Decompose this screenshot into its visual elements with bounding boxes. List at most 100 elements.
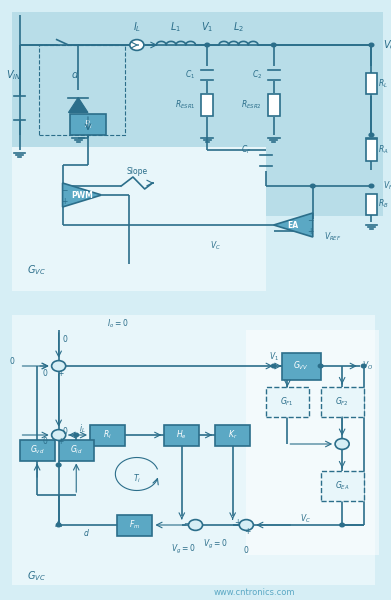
Text: $V_1$: $V_1$ bbox=[269, 351, 279, 363]
Text: $V_C$: $V_C$ bbox=[210, 240, 221, 252]
Circle shape bbox=[130, 40, 144, 50]
Text: $G_{VC}$: $G_{VC}$ bbox=[27, 569, 46, 583]
FancyBboxPatch shape bbox=[90, 424, 125, 445]
Text: $R_{ESR2}$: $R_{ESR2}$ bbox=[241, 99, 262, 111]
Text: +: + bbox=[57, 437, 64, 445]
Text: $L_2$: $L_2$ bbox=[233, 20, 244, 34]
Circle shape bbox=[188, 520, 203, 530]
Text: $+$: $+$ bbox=[61, 196, 68, 206]
Text: $T_i$: $T_i$ bbox=[133, 472, 141, 485]
Text: $G_{VC}$: $G_{VC}$ bbox=[27, 263, 46, 277]
Polygon shape bbox=[274, 213, 313, 237]
Text: $i_L$: $i_L$ bbox=[79, 423, 86, 435]
FancyBboxPatch shape bbox=[268, 94, 280, 115]
Text: $V_C$: $V_C$ bbox=[300, 513, 310, 525]
Text: $G_{EA}$: $G_{EA}$ bbox=[335, 480, 350, 492]
Text: $V_1$: $V_1$ bbox=[201, 20, 213, 34]
Text: d: d bbox=[71, 70, 77, 80]
Text: $V_O$: $V_O$ bbox=[383, 38, 391, 52]
Text: +: + bbox=[57, 369, 64, 378]
Text: $+$: $+$ bbox=[307, 226, 315, 236]
Text: $-$: $-$ bbox=[307, 214, 315, 223]
Text: $R_B$: $R_B$ bbox=[378, 198, 389, 210]
FancyBboxPatch shape bbox=[366, 73, 377, 94]
Text: $-$: $-$ bbox=[183, 517, 191, 527]
FancyBboxPatch shape bbox=[20, 439, 55, 461]
FancyBboxPatch shape bbox=[201, 94, 213, 115]
Text: 0: 0 bbox=[244, 546, 249, 555]
Text: d: d bbox=[84, 529, 88, 539]
FancyBboxPatch shape bbox=[215, 424, 250, 445]
FancyBboxPatch shape bbox=[282, 352, 321, 379]
Text: PWM: PWM bbox=[71, 191, 93, 199]
Circle shape bbox=[271, 43, 276, 47]
FancyBboxPatch shape bbox=[366, 139, 377, 160]
Circle shape bbox=[271, 364, 276, 368]
FancyBboxPatch shape bbox=[321, 471, 364, 501]
Text: Slope: Slope bbox=[126, 166, 147, 175]
Text: EA: EA bbox=[288, 220, 299, 229]
Text: $G_{F2}$: $G_{F2}$ bbox=[335, 396, 349, 408]
Circle shape bbox=[239, 520, 253, 530]
Text: $C_1$: $C_1$ bbox=[185, 69, 196, 81]
FancyBboxPatch shape bbox=[59, 439, 94, 461]
Text: $G_{F1}$: $G_{F1}$ bbox=[280, 396, 294, 408]
Circle shape bbox=[74, 433, 79, 437]
Circle shape bbox=[335, 439, 349, 449]
Text: $R_A$: $R_A$ bbox=[378, 144, 389, 156]
Text: $R_i$: $R_i$ bbox=[103, 429, 112, 441]
Circle shape bbox=[52, 361, 66, 371]
Circle shape bbox=[318, 364, 323, 368]
Text: 0: 0 bbox=[62, 335, 67, 343]
FancyBboxPatch shape bbox=[70, 114, 106, 135]
Text: $I_L$: $I_L$ bbox=[133, 20, 141, 34]
Text: $H_e$: $H_e$ bbox=[176, 429, 187, 441]
Text: 0: 0 bbox=[9, 357, 14, 366]
Text: $R_{ESR1}$: $R_{ESR1}$ bbox=[175, 99, 196, 111]
FancyBboxPatch shape bbox=[12, 315, 375, 585]
Text: $+$: $+$ bbox=[234, 517, 242, 527]
Text: $V_{IN}$: $V_{IN}$ bbox=[6, 68, 22, 82]
Text: $-$: $-$ bbox=[61, 185, 68, 193]
Circle shape bbox=[369, 184, 374, 188]
Circle shape bbox=[205, 43, 210, 47]
Text: $R_L$: $R_L$ bbox=[378, 78, 388, 90]
FancyBboxPatch shape bbox=[266, 387, 309, 417]
Text: $V_{FB}$: $V_{FB}$ bbox=[383, 180, 391, 192]
Text: $G_{vd}$: $G_{vd}$ bbox=[30, 444, 45, 456]
Text: 0: 0 bbox=[43, 437, 47, 445]
Text: $C_2$: $C_2$ bbox=[252, 69, 262, 81]
Text: $L_1$: $L_1$ bbox=[170, 20, 181, 34]
Circle shape bbox=[340, 523, 344, 527]
FancyBboxPatch shape bbox=[12, 147, 266, 291]
FancyBboxPatch shape bbox=[246, 330, 379, 555]
Text: $G_{VV}$: $G_{VV}$ bbox=[293, 360, 309, 372]
Text: 0: 0 bbox=[43, 369, 47, 378]
Text: $G_{id}$: $G_{id}$ bbox=[70, 444, 83, 456]
Circle shape bbox=[369, 133, 374, 137]
Circle shape bbox=[310, 184, 315, 188]
FancyBboxPatch shape bbox=[117, 515, 152, 535]
Text: $V_g = 0$: $V_g = 0$ bbox=[203, 538, 227, 551]
Text: $+$: $+$ bbox=[244, 526, 252, 536]
Text: $V_{REF}$: $V_{REF}$ bbox=[324, 231, 341, 243]
Text: $F_m$: $F_m$ bbox=[129, 519, 140, 531]
Text: $R_i$: $R_i$ bbox=[84, 118, 92, 131]
Circle shape bbox=[56, 523, 61, 527]
Circle shape bbox=[56, 463, 61, 467]
Text: $I_o = 0$: $I_o = 0$ bbox=[107, 318, 128, 330]
FancyBboxPatch shape bbox=[12, 12, 383, 216]
Text: www.cntronics.com: www.cntronics.com bbox=[213, 588, 295, 597]
Text: $V_O$: $V_O$ bbox=[362, 360, 373, 372]
FancyBboxPatch shape bbox=[164, 424, 199, 445]
Polygon shape bbox=[68, 97, 88, 113]
Text: 0: 0 bbox=[62, 427, 67, 437]
Polygon shape bbox=[63, 183, 102, 207]
Text: $K_r$: $K_r$ bbox=[228, 429, 237, 441]
Circle shape bbox=[52, 430, 66, 440]
Circle shape bbox=[361, 364, 366, 368]
FancyBboxPatch shape bbox=[366, 193, 377, 214]
Circle shape bbox=[369, 43, 374, 47]
Text: $C_F$: $C_F$ bbox=[241, 144, 251, 156]
FancyBboxPatch shape bbox=[321, 387, 364, 417]
